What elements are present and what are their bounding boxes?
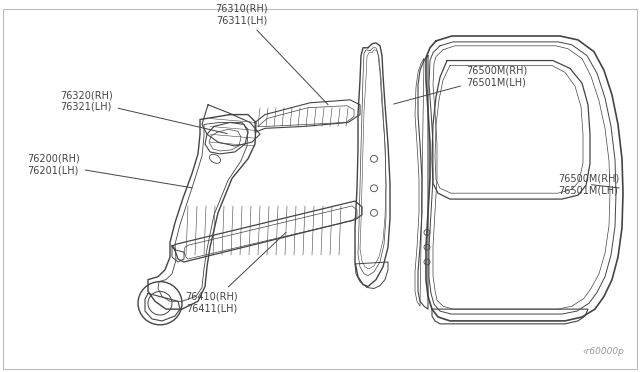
Text: 76500M(RH)
76501M(LH): 76500M(RH) 76501M(LH)	[558, 174, 620, 195]
Text: 76500M(RH)
76501M(LH): 76500M(RH) 76501M(LH)	[394, 65, 527, 104]
Text: ‹r60000p: ‹r60000p	[582, 347, 624, 356]
Text: 76310(RH)
76311(LH): 76310(RH) 76311(LH)	[216, 4, 328, 105]
Text: 76320(RH)
76321(LH): 76320(RH) 76321(LH)	[60, 90, 227, 134]
Text: 76200(RH)
76201(LH): 76200(RH) 76201(LH)	[27, 154, 192, 188]
Text: 76410(RH)
76411(LH): 76410(RH) 76411(LH)	[186, 232, 286, 313]
